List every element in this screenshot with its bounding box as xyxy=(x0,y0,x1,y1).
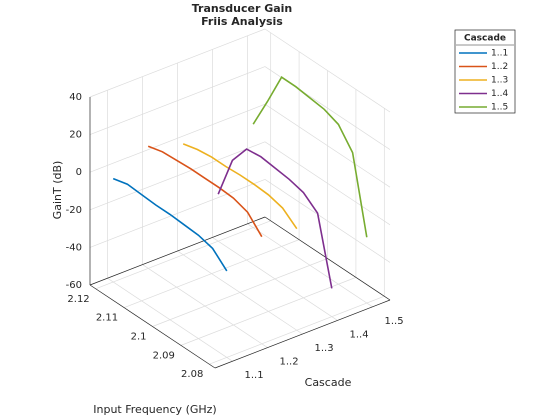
x-tick-label: 1..3 xyxy=(315,343,334,354)
z-tick-label: -60 xyxy=(66,280,82,291)
y-tick-label: 2.12 xyxy=(67,294,89,305)
axis-edge xyxy=(89,284,216,369)
legend-title: Cascade xyxy=(464,34,506,44)
x-axis-label: Cascade xyxy=(305,376,352,389)
axis-edge xyxy=(214,299,391,369)
y-tick-label: 2.11 xyxy=(96,313,118,324)
grid-line xyxy=(95,220,271,290)
y-axis-label: Input Frequency (GHz) xyxy=(93,403,216,416)
grid-line xyxy=(180,277,357,346)
chart-subtitle: Friis Analysis xyxy=(201,15,283,28)
legend-label: 1..4 xyxy=(491,89,508,99)
z-tick-label: -20 xyxy=(66,205,82,216)
series-line xyxy=(217,148,333,289)
axis-edge xyxy=(89,216,266,286)
chart-title: Transducer Gain xyxy=(192,2,293,15)
legend-label: 1..5 xyxy=(491,103,508,113)
grid-line xyxy=(152,258,328,327)
z-tick-label: 0 xyxy=(76,167,82,178)
series-line xyxy=(147,145,263,238)
z-tick-label: 20 xyxy=(69,130,82,141)
y-tick-label: 2.08 xyxy=(181,369,203,380)
axis-edge xyxy=(264,216,391,301)
y-tick-label: 2.09 xyxy=(153,350,175,361)
legend-box xyxy=(454,29,516,114)
y-tick-label: 2.1 xyxy=(131,332,147,343)
x-tick-label: 1..2 xyxy=(280,357,299,368)
x-tick-label: 1..4 xyxy=(350,329,369,340)
series-line xyxy=(182,143,298,230)
series-line xyxy=(112,177,228,272)
x-tick-label: 1..1 xyxy=(245,370,264,381)
x-tick-label: 1..5 xyxy=(385,316,404,327)
grid-line xyxy=(209,295,385,365)
legend-label: 1..1 xyxy=(491,49,508,59)
z-axis-label: GainT (dB) xyxy=(51,161,64,220)
series-line xyxy=(252,76,368,238)
z-tick-label: 40 xyxy=(69,92,82,103)
legend-label: 1..3 xyxy=(491,76,508,86)
legend-label: 1..2 xyxy=(491,62,508,72)
z-tick-label: -40 xyxy=(66,242,82,253)
grid-line xyxy=(123,239,300,308)
